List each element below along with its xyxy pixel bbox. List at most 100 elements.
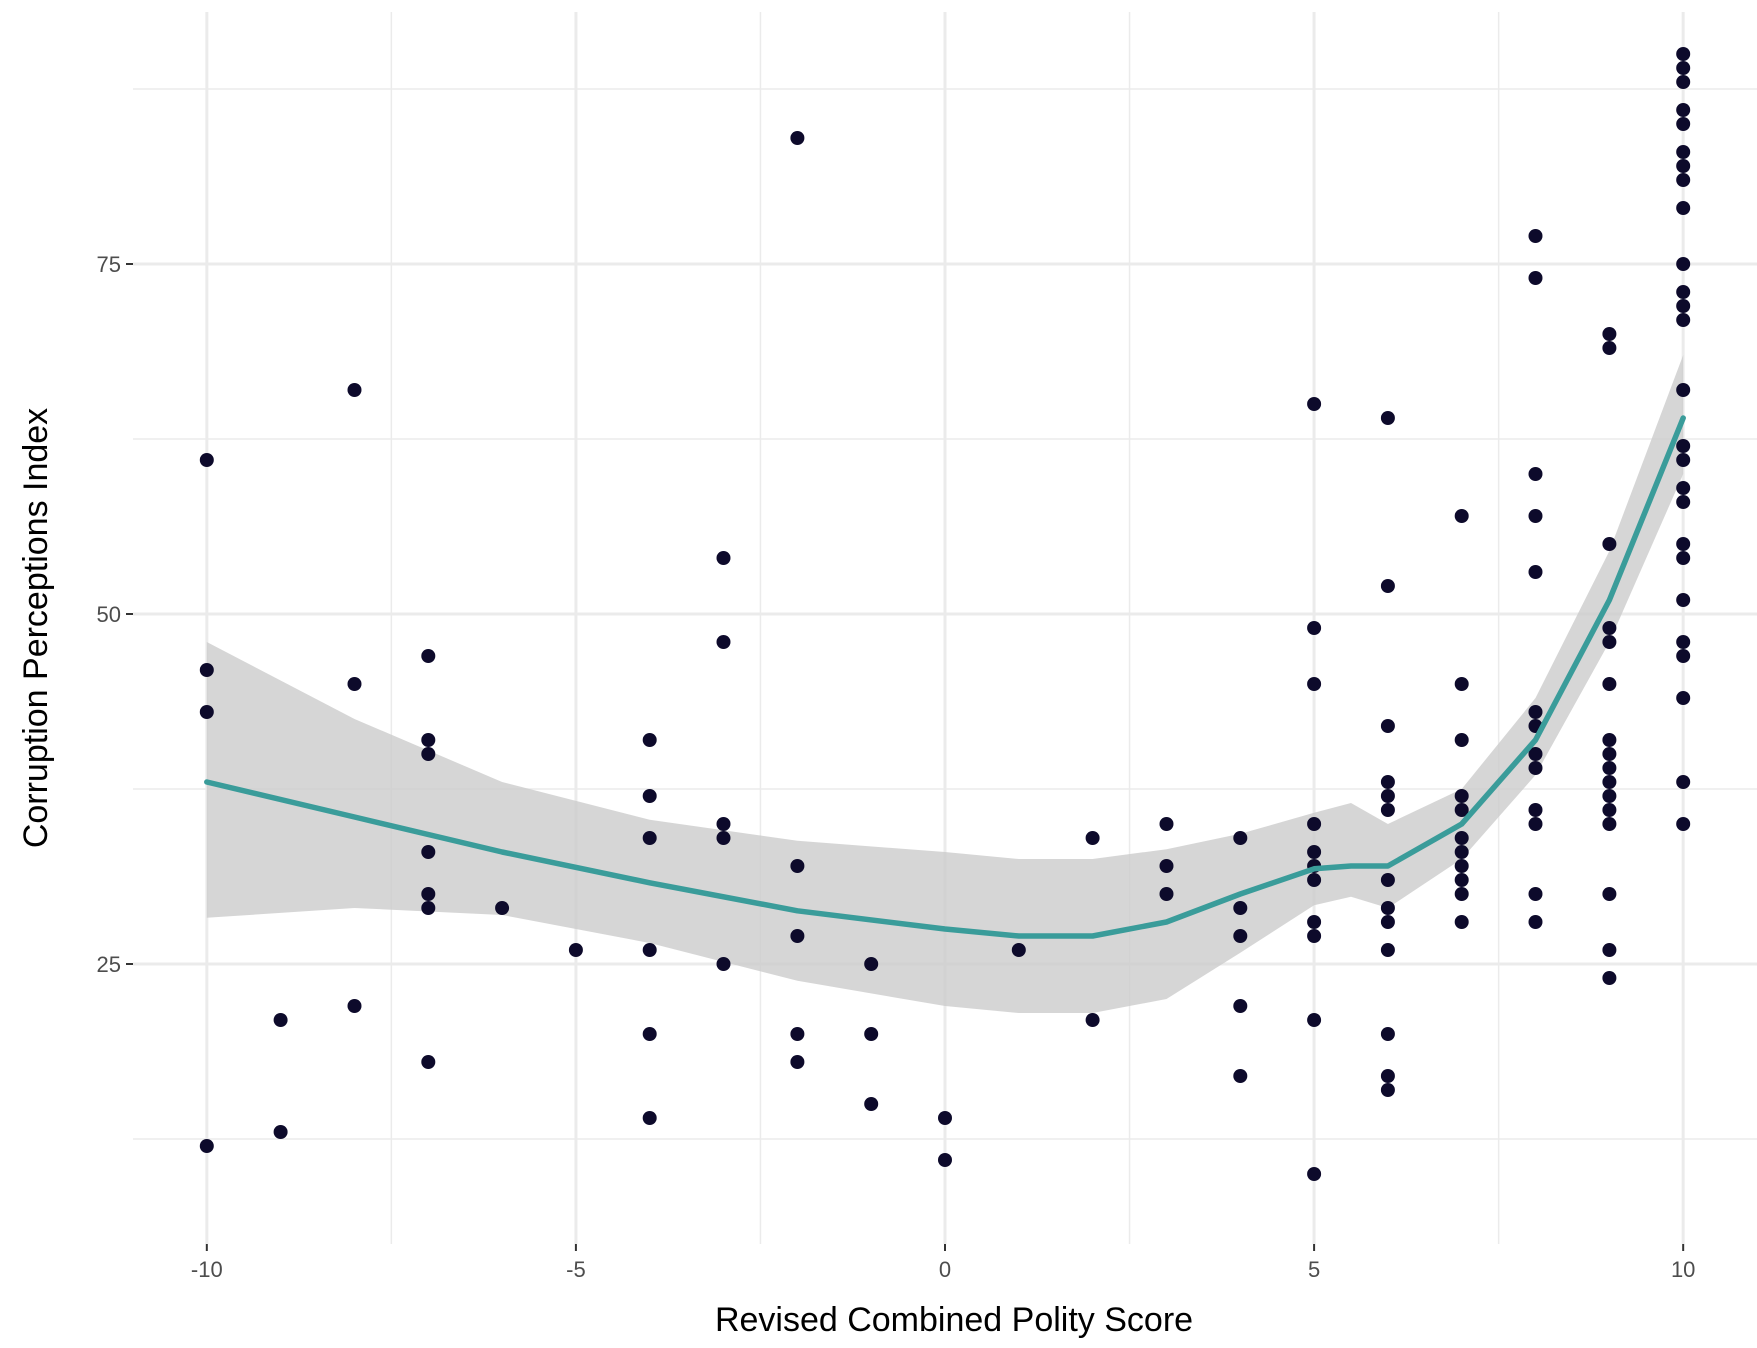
data-point [421, 747, 436, 761]
data-point [199, 453, 214, 467]
data-point [1085, 1013, 1100, 1027]
data-point [1602, 677, 1617, 691]
data-point [1233, 1069, 1248, 1083]
data-point [199, 1139, 214, 1153]
y-tick-label: 25 [97, 952, 121, 977]
data-point [1528, 761, 1543, 775]
data-point [1602, 887, 1617, 901]
data-point [1307, 929, 1322, 943]
data-point [716, 957, 731, 971]
data-point [495, 901, 510, 915]
data-point [1380, 789, 1395, 803]
data-point [1454, 859, 1469, 873]
data-point [1676, 299, 1691, 313]
x-tick-label: 5 [1308, 1257, 1320, 1282]
data-point [790, 131, 805, 145]
data-point [1676, 103, 1691, 117]
data-point [1454, 677, 1469, 691]
data-point [421, 887, 436, 901]
data-point [864, 1027, 879, 1041]
data-point [1233, 831, 1248, 845]
data-point [199, 705, 214, 719]
data-point [1159, 817, 1174, 831]
data-point [1528, 271, 1543, 285]
x-tick-label: -10 [191, 1257, 223, 1282]
data-point [790, 1027, 805, 1041]
data-point [1602, 761, 1617, 775]
data-point [1380, 915, 1395, 929]
data-point [938, 1153, 952, 1167]
data-point [1676, 75, 1691, 89]
y-axis: 25 50 75 [97, 252, 133, 977]
data-point [1676, 593, 1691, 607]
data-point [790, 1055, 805, 1069]
data-point [790, 929, 805, 943]
data-point [1602, 733, 1617, 747]
data-point [716, 635, 731, 649]
data-point [1011, 943, 1026, 957]
data-point [1528, 229, 1543, 243]
data-point [1307, 1167, 1322, 1181]
data-point [1380, 1083, 1395, 1097]
data-point [1602, 803, 1617, 817]
data-point [642, 733, 657, 747]
data-point [1159, 859, 1174, 873]
data-point [1307, 873, 1322, 887]
data-point [1307, 817, 1322, 831]
data-point [347, 999, 362, 1013]
data-point [642, 831, 657, 845]
data-point [938, 1111, 952, 1125]
data-point [1676, 145, 1691, 159]
data-point [1676, 495, 1691, 509]
data-point [1380, 943, 1395, 957]
data-point [642, 789, 657, 803]
data-point [1528, 803, 1543, 817]
x-axis-title: Revised Combined Polity Score [715, 1301, 1193, 1339]
data-point [273, 1125, 288, 1139]
data-point [1380, 1069, 1395, 1083]
data-point [1676, 61, 1691, 75]
x-tick-label: -5 [566, 1257, 586, 1282]
data-point [1528, 467, 1543, 481]
data-point [864, 957, 879, 971]
data-point [1676, 649, 1691, 663]
data-point [1676, 257, 1691, 271]
data-point [1676, 635, 1691, 649]
data-point [1307, 845, 1322, 859]
y-tick-label: 50 [97, 602, 121, 627]
data-point [421, 1055, 436, 1069]
data-point [1528, 747, 1543, 761]
data-point [1676, 691, 1691, 705]
data-point [1085, 831, 1100, 845]
data-point [1528, 509, 1543, 523]
data-point [421, 845, 436, 859]
data-point [1380, 411, 1395, 425]
x-tick-label: 0 [939, 1257, 951, 1282]
data-point [1676, 173, 1691, 187]
data-point [642, 1111, 657, 1125]
data-point [642, 1027, 657, 1041]
data-point [1307, 621, 1322, 635]
data-point [1454, 733, 1469, 747]
data-point [1159, 887, 1174, 901]
data-point [1307, 1013, 1322, 1027]
x-axis: -10 -5 0 5 10 [191, 1244, 1695, 1282]
data-point [1233, 999, 1248, 1013]
data-point [1380, 901, 1395, 915]
data-point [1602, 537, 1617, 551]
data-point [1528, 915, 1543, 929]
data-point [1676, 481, 1691, 495]
data-point [1380, 1027, 1395, 1041]
data-point [1602, 817, 1617, 831]
data-point [1454, 803, 1469, 817]
data-point [1454, 915, 1469, 929]
data-point [1380, 719, 1395, 733]
data-point [1528, 705, 1543, 719]
data-point [1307, 397, 1322, 411]
y-tick-label: 75 [97, 252, 121, 277]
data-point [1454, 509, 1469, 523]
y-axis-title: Corruption Perceptions Index [17, 408, 55, 848]
data-point [864, 1097, 879, 1111]
